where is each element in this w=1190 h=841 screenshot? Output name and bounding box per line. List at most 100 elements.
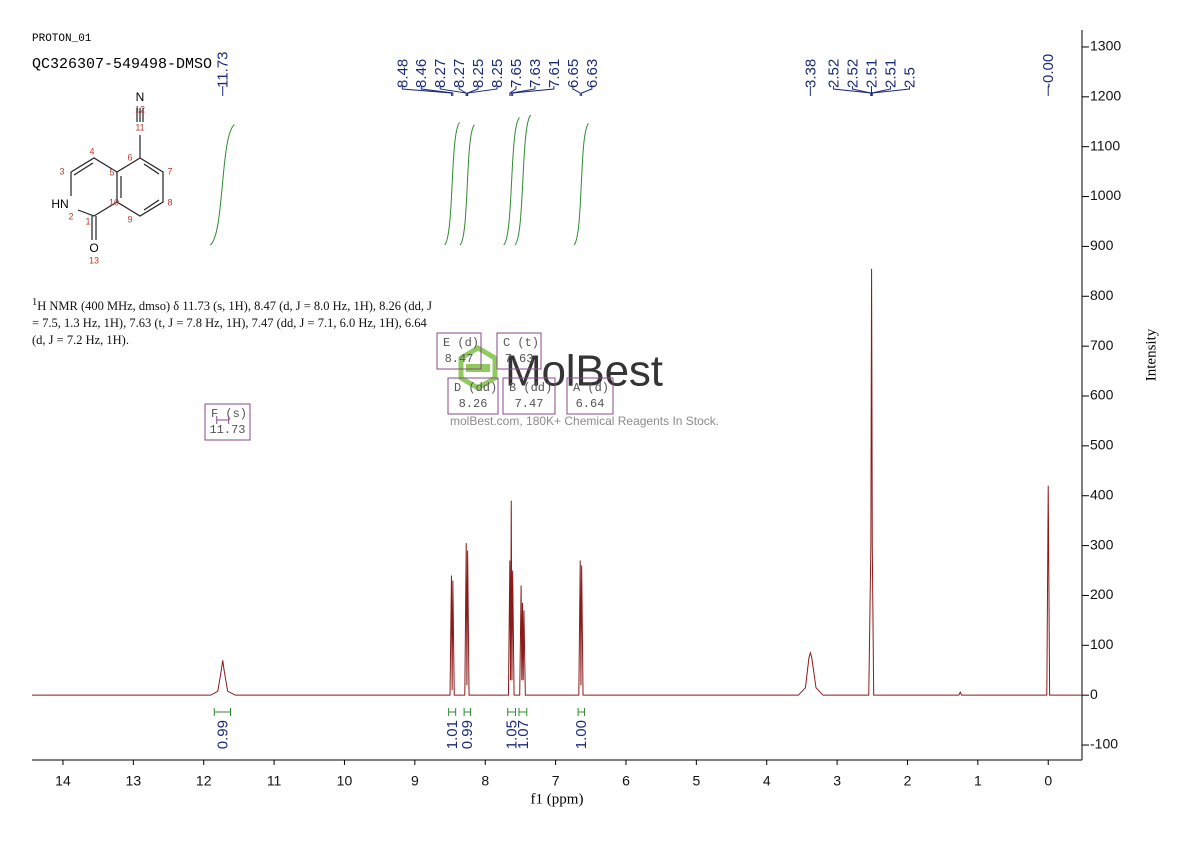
peak-label: 6.65 [565,59,582,88]
y-tick-label: 1000 [1090,187,1121,203]
integral-bracket [463,708,471,716]
peak-label: 2.52 [844,59,861,88]
integral-curve [503,117,520,246]
bond [143,163,160,175]
atom: HN [51,197,68,211]
multiplet-shift: 8.26 [459,397,488,411]
multiplet-box [436,332,482,370]
x-tick-label: 3 [833,773,841,789]
peak-label: 8.48 [394,59,411,88]
peak-connector [581,86,593,96]
multiplet-label: A (d) [573,381,609,395]
multiplet-label: B (dd) [509,381,552,395]
peak-connector [512,86,555,96]
x-tick-label: 6 [622,773,630,789]
integral-bracket [507,708,516,716]
nmr-description: 1H NMR (400 MHz, dmso) δ 11.73 (s, 1H), … [32,294,432,349]
multiplet-box [447,377,499,415]
y-tick-label: 300 [1090,536,1114,552]
peak-label: 8.46 [413,59,430,88]
multiplet-box [496,332,542,370]
run-name: PROTON_01 [32,33,92,45]
x-tick-label: 13 [126,773,142,789]
x-tick-label: 2 [904,773,912,789]
peak-connector [420,86,454,96]
y-tick-label: 800 [1090,287,1114,303]
atom: O [89,241,98,255]
peak-label: 8.27 [451,59,468,88]
atom-number: 5 [109,167,114,177]
tagline: molBest.com, 180K+ Chemical Reagents In … [450,414,719,428]
y-tick-label: 500 [1090,437,1114,453]
integral-curve [444,121,461,246]
multiplet-label: F (s) [211,407,247,421]
multiplet-label: C (t) [503,336,539,350]
atom-number: 12 [135,104,145,114]
x-tick-label: 0 [1044,773,1052,789]
x-tick-label: 10 [337,773,353,789]
y-tick-label: 900 [1090,237,1114,253]
peak-connector [851,86,872,96]
peak-connector [509,86,517,96]
integral-bracket [213,708,231,716]
multiplet-label: D (dd) [454,381,497,395]
y-tick-label: 1300 [1090,38,1121,54]
atom-number: 3 [59,166,64,176]
logo [458,345,498,391]
multiplet-shift: 8.47 [445,352,474,366]
peak-label: 8.25 [489,59,506,88]
multiplet-shift: 11.73 [209,423,245,437]
y-tick-label: 100 [1090,636,1114,652]
integral-curve [209,124,235,246]
peak-label: 6.63 [584,59,601,88]
integral-label: 1.01 [444,720,461,749]
atom-number: 9 [127,214,132,224]
integral-bracket [448,708,457,716]
ring [116,157,164,217]
peak-label: 11.73 [215,52,232,88]
x-tick-label: 8 [481,773,489,789]
x-tick-label: 11 [267,773,282,789]
x-tick-label: 5 [692,773,700,789]
peak-label: 7.61 [546,59,563,88]
y-tick-label: 600 [1090,387,1114,403]
peak-label: 7.65 [508,59,525,88]
y-tick-label: 400 [1090,486,1114,502]
y-tick-label: 200 [1090,586,1114,602]
multiplet-shift: 7.63 [505,352,534,366]
integral-bracket [577,708,585,716]
superscript: 1 [32,297,38,308]
peak-label: 2.51 [882,59,899,88]
y-tick-label: 1100 [1090,137,1120,153]
atom-number: 4 [89,146,94,156]
bond [143,199,160,211]
x-tick-label: 4 [763,773,771,789]
bond [70,157,118,173]
atom-number: 2 [68,211,73,221]
atom: N [136,90,145,104]
bond [73,162,94,176]
text: H NMR (400 MHz, dmso) δ 11.73 (s, 1H), 8… [32,299,432,348]
x-tick-label: 14 [55,773,71,789]
peak-label: -0.00 [1040,54,1057,88]
multiplet-range [216,416,230,424]
peak-connector [467,86,498,96]
y-axis-label: Intensity [1143,328,1159,381]
peak-label: 7.63 [527,59,544,88]
integral-label: 0.99 [214,720,231,749]
x-tick-label: 1 [974,773,982,789]
atom-number: 13 [89,255,99,265]
integral-curve [514,114,532,246]
x-tick-label: 9 [411,773,419,789]
peak-connector [871,86,910,96]
integral-bracket [518,708,528,716]
x-tick-label: 12 [196,773,212,789]
bond [77,201,118,217]
atom-number: 8 [167,197,172,207]
peak-connector [401,86,452,96]
atom-number: 1 [85,216,90,226]
integral-label: 1.07 [515,720,532,749]
brand: MolBest [505,347,663,396]
